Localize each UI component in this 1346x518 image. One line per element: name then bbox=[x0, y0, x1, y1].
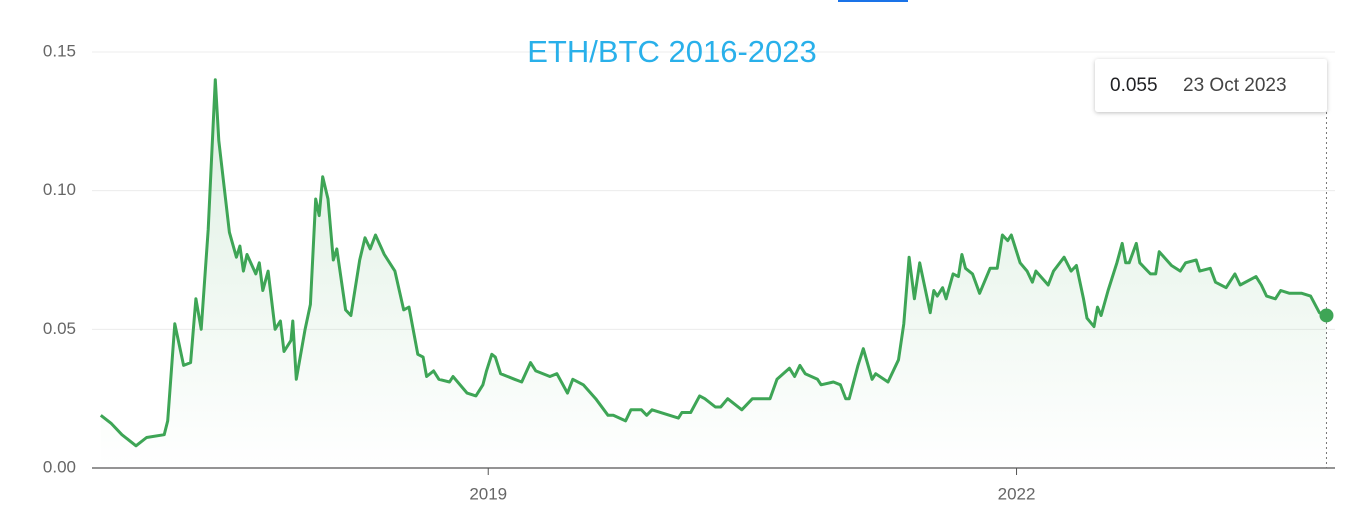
x-tick-label: 2022 bbox=[998, 484, 1036, 503]
chart-title: ETH/BTC 2016-2023 bbox=[527, 34, 816, 69]
y-tick-label: 0.10 bbox=[43, 180, 76, 199]
y-tick-label: 0.00 bbox=[43, 457, 76, 476]
line bbox=[99, 78, 1328, 448]
tooltip-box bbox=[1095, 59, 1327, 112]
tooltip-value: 0.055 bbox=[1110, 75, 1158, 96]
y-tick-label: 0.15 bbox=[43, 41, 76, 60]
y-tick-label: 0.05 bbox=[43, 319, 76, 338]
area bbox=[100, 79, 1327, 468]
top-indicator bbox=[838, 0, 908, 2]
x-tick-label: 2019 bbox=[469, 484, 507, 503]
tooltip-date: 23 Oct 2023 bbox=[1183, 75, 1287, 96]
tooltip: 0.055 23 Oct 2023 bbox=[1095, 59, 1327, 112]
hover-point bbox=[1319, 308, 1334, 323]
